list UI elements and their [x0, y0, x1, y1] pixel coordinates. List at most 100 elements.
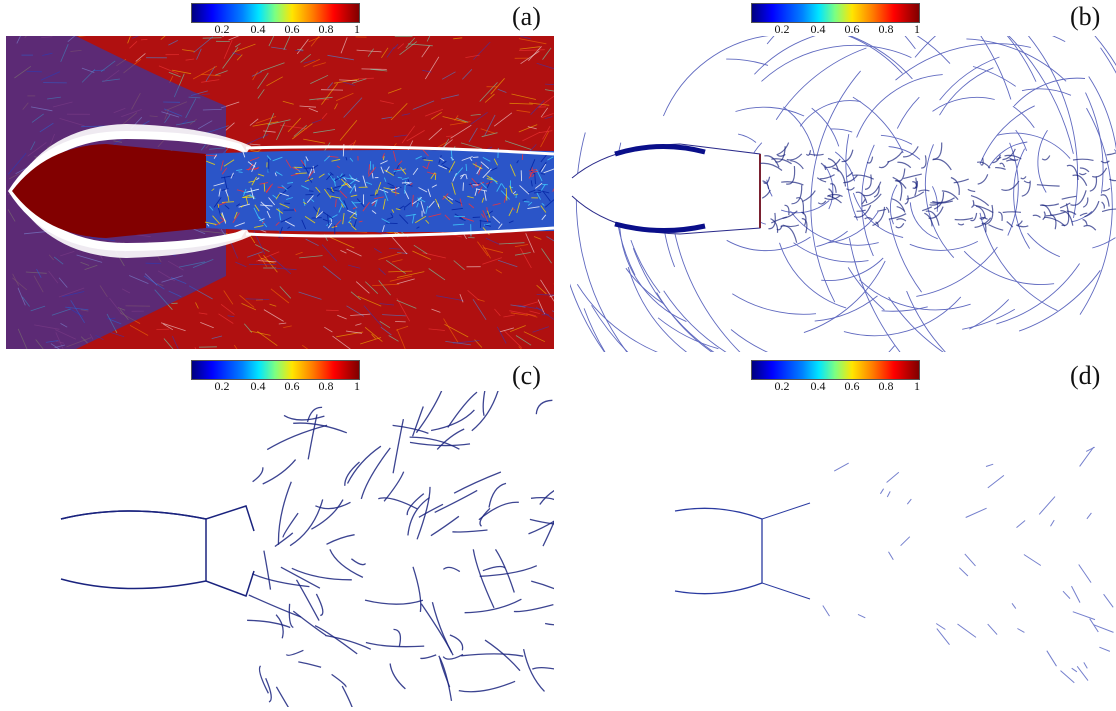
- flow-streak: [528, 520, 554, 535]
- flow-streak: [1084, 200, 1100, 218]
- flow-streak: [846, 186, 855, 191]
- flow-streak: [845, 134, 858, 221]
- flow-streak: [331, 673, 347, 688]
- flow-streak: [872, 206, 886, 227]
- flow-streak: [236, 203, 241, 207]
- flow-streak: [292, 167, 300, 171]
- flow-streak: [1006, 159, 1016, 162]
- flow-streak: [881, 306, 928, 312]
- flow-streak: [529, 173, 532, 178]
- flow-streak: [780, 200, 830, 214]
- flow-streak: [168, 40, 178, 46]
- field-image-b: [570, 36, 1116, 352]
- flow-streak: [200, 322, 214, 329]
- flow-streak: [984, 204, 994, 226]
- flow-streak: [393, 168, 405, 173]
- flow-streak: [465, 173, 468, 180]
- flow-streak: [735, 106, 805, 117]
- flow-streak: [279, 203, 290, 209]
- flow-streak: [1076, 665, 1089, 681]
- flow-streak: [351, 558, 367, 566]
- flow-streak: [963, 250, 1055, 285]
- flow-streak: [468, 203, 475, 209]
- flow-streak: [416, 486, 431, 540]
- flow-streak: [522, 199, 527, 201]
- flow-streak: [308, 107, 319, 113]
- flow-streak: [856, 74, 943, 138]
- flow-streak: [924, 144, 955, 259]
- flow-streak: [1079, 446, 1095, 467]
- flow-streak: [247, 619, 291, 629]
- flow-streak: [431, 308, 441, 313]
- flow-streak: [852, 174, 874, 180]
- flow-streak: [350, 291, 362, 301]
- flow-streak: [533, 236, 542, 240]
- flow-streak: [303, 138, 326, 144]
- flow-streak: [390, 235, 408, 255]
- flow-streak: [762, 180, 770, 190]
- flow-streak: [501, 183, 506, 190]
- flow-streak: [339, 79, 358, 81]
- flow-streak: [1071, 667, 1078, 673]
- colorbar-tick: 1: [914, 379, 920, 393]
- flow-streak: [830, 128, 853, 133]
- flow-streak: [287, 117, 301, 133]
- flow-streak: [1046, 650, 1057, 667]
- flow-streak: [482, 210, 489, 222]
- flow-streak: [486, 210, 494, 216]
- flow-streak: [464, 598, 522, 614]
- flow-streak: [492, 215, 501, 224]
- flow-streak: [340, 203, 344, 208]
- flow-streak: [462, 69, 473, 80]
- flow-streak: [214, 220, 225, 226]
- flow-streak: [299, 105, 317, 108]
- flow-streak: [307, 414, 318, 460]
- flow-streak: [487, 210, 491, 218]
- flow-streak: [474, 181, 485, 187]
- flow-streak: [461, 216, 475, 222]
- flow-streak: [482, 565, 506, 572]
- flow-streak: [532, 326, 550, 333]
- flow-streak: [1079, 167, 1090, 173]
- flow-streak: [303, 58, 320, 68]
- flow-streak: [329, 172, 334, 176]
- flow-streak: [238, 203, 251, 208]
- flow-streak: [1060, 670, 1075, 684]
- flow-streak: [973, 204, 994, 214]
- flow-streak: [1079, 107, 1113, 315]
- flow-streak: [426, 36, 431, 42]
- flow-streak: [1086, 512, 1092, 520]
- flow-streak: [249, 194, 256, 200]
- flow-streak: [468, 183, 480, 185]
- flow-streak: [279, 124, 307, 130]
- flow-streak: [428, 200, 435, 208]
- flow-streak: [540, 183, 546, 192]
- flow-streak: [1082, 218, 1088, 226]
- flow-streak: [232, 212, 240, 224]
- flow-streak: [439, 157, 445, 162]
- flow-streak: [263, 550, 272, 590]
- flow-streak: [583, 308, 606, 352]
- flow-streak: [227, 315, 235, 318]
- flow-streak: [436, 295, 464, 301]
- flow-streak: [396, 299, 417, 309]
- flow-streak: [529, 170, 538, 174]
- flow-streak: [434, 198, 441, 209]
- flow-streak: [246, 188, 260, 193]
- flow-streak: [326, 534, 355, 545]
- flow-streak: [397, 43, 405, 50]
- flow-streak: [481, 197, 485, 203]
- flow-streak: [411, 406, 424, 437]
- flow-streak: [235, 261, 247, 268]
- flow-streak: [478, 164, 482, 176]
- flow-streak: [914, 36, 937, 58]
- flow-streak: [522, 301, 539, 307]
- flow-streak: [516, 202, 521, 214]
- colorbar-tick: 0.4: [810, 379, 826, 393]
- colorbar-tick: 0.6: [844, 22, 860, 36]
- flow-streak: [347, 209, 357, 215]
- flow-streak: [904, 195, 909, 205]
- flow-streak: [939, 56, 1000, 101]
- flow-streak: [929, 202, 941, 206]
- flow-streak: [529, 310, 540, 314]
